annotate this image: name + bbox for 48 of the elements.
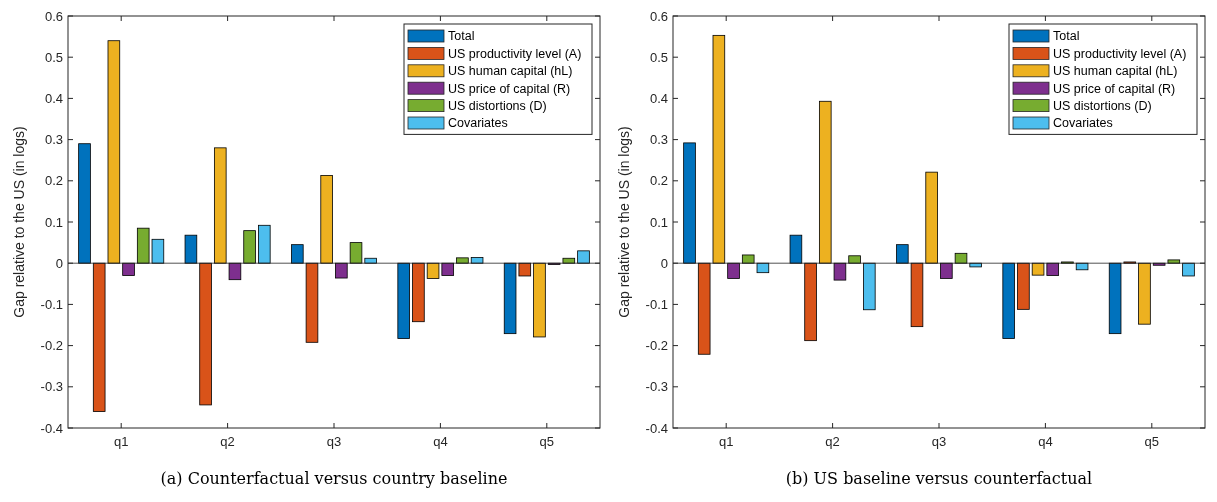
y-tick-label: 0.3 [44,132,63,148]
x-tick-label: q4 [433,434,448,449]
y-tick-label: -0.2 [40,338,63,354]
legend-label: US productivity level (A) [1053,46,1187,61]
y-tick-label: 0.1 [44,214,63,230]
y-axis-title: Gap relative to the US (in logs) [616,126,632,318]
text: (b) US baseline versus counterfactual [785,469,1093,488]
x-tick-label: q2 [825,434,840,449]
y-tick-label: -0.1 [40,296,63,312]
y-tick-label: -0.1 [645,296,668,312]
legend-label: Total [448,29,475,44]
y-tick-label: -0.3 [645,379,668,395]
y-axis-title: Gap relative to the US (in logs) [11,126,27,318]
y-tick-label: -0.3 [40,379,63,395]
legend-label: US human capital (hL) [1053,64,1178,79]
legend-label: US human capital (hL) [448,64,573,79]
y-tick-label: 0.5 [649,49,668,65]
y-tick-label: -0.4 [645,420,668,436]
legend-label: US productivity level (A) [448,46,582,61]
y-tick-label: 0 [660,255,668,271]
legend-label: US price of capital (R) [1053,81,1176,96]
y-tick-label: -0.4 [40,420,63,436]
y-tick-label: 0 [55,255,63,271]
x-tick-label: q3 [931,434,947,449]
y-tick-label: 0.6 [649,8,668,24]
y-tick-label: 0.4 [44,90,63,106]
y-tick-label: 0.6 [44,8,63,24]
x-tick-label: q3 [326,434,342,449]
legend-label: US price of capital (R) [448,81,571,96]
legend-label: US distortions (D) [448,98,547,113]
legend-label: US distortions (D) [1053,98,1152,113]
x-tick-label: q1 [718,434,734,449]
y-tick-label: 0.1 [649,214,668,230]
text: (a) Counterfactual versus country baseline [160,469,508,488]
y-tick-label: 0.2 [44,173,63,189]
legend-label: Total [1053,29,1080,44]
legend-label: Covariates [448,116,508,131]
x-tick-label: q1 [113,434,129,449]
x-tick-label: q5 [1144,434,1160,449]
y-tick-label: 0.4 [649,90,668,106]
x-tick-label: q4 [1038,434,1053,449]
y-tick-label: -0.2 [645,338,668,354]
x-tick-label: q2 [220,434,235,449]
y-tick-label: 0.5 [44,49,63,65]
x-tick-label: q5 [539,434,555,449]
legend-label: Covariates [1053,116,1113,131]
y-tick-label: 0.3 [649,132,668,148]
y-tick-label: 0.2 [649,173,668,189]
